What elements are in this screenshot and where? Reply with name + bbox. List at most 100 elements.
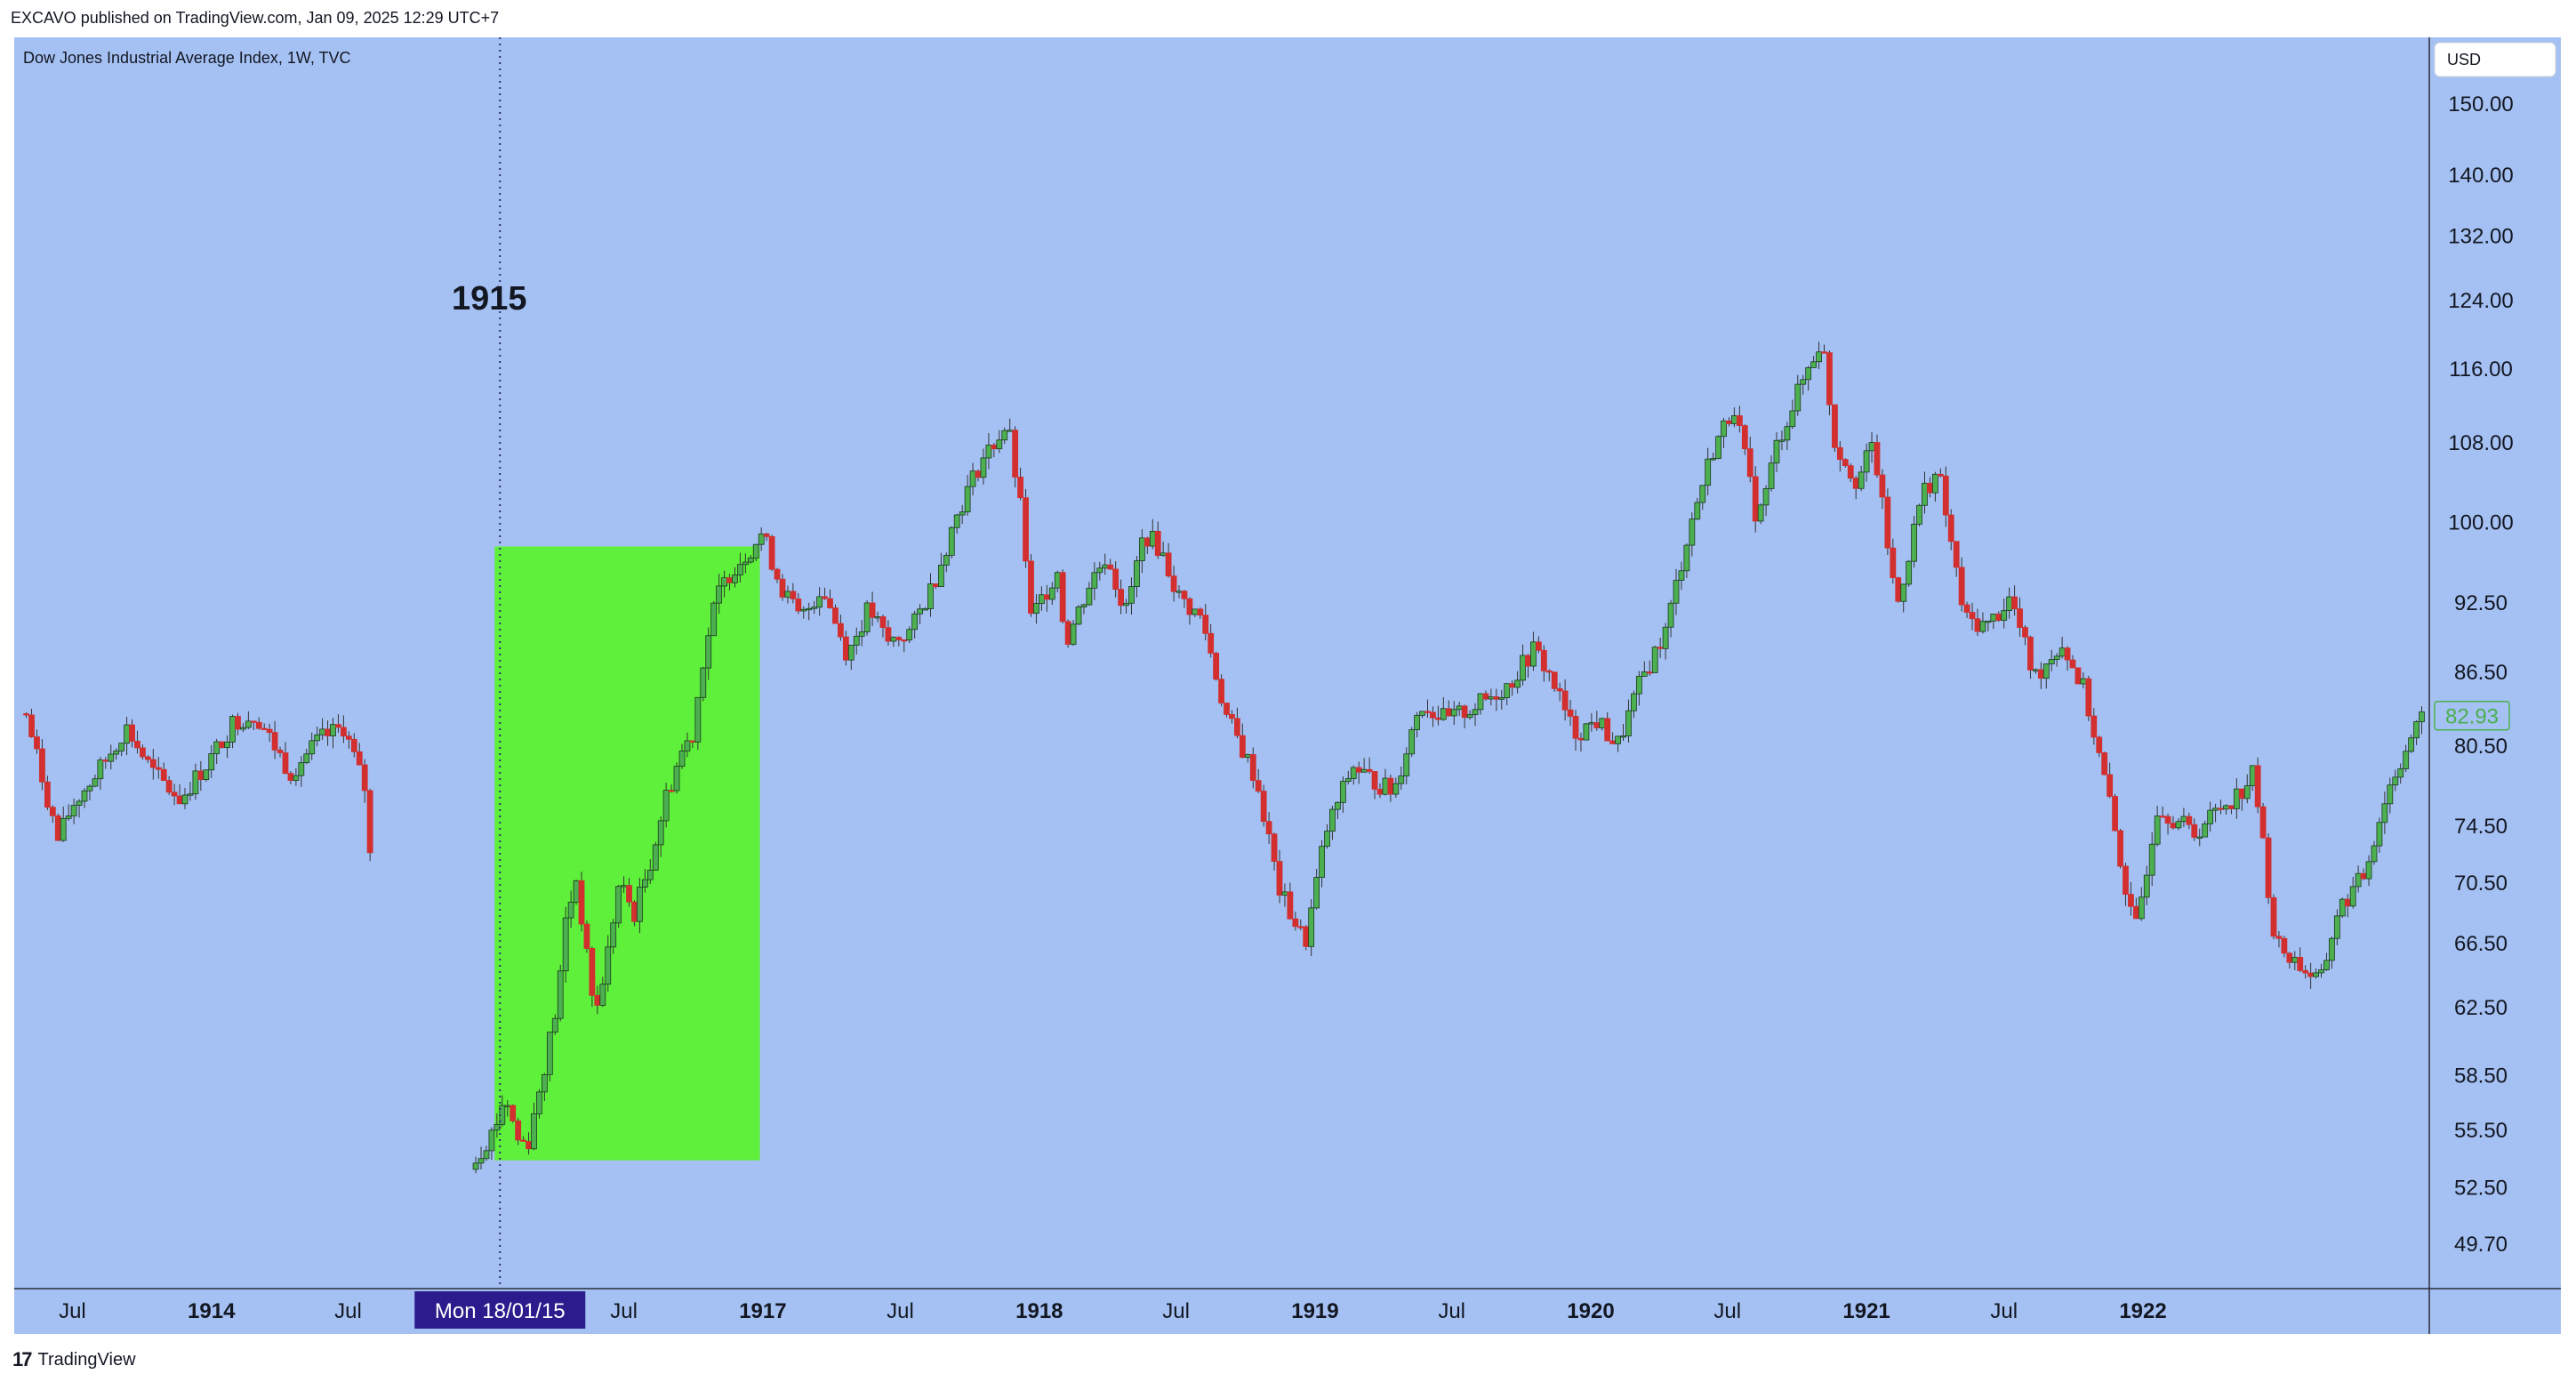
tradingview-logo[interactable]: 17 TradingView <box>12 1348 136 1371</box>
candle-body <box>86 785 93 791</box>
price-tick-label: 108.00 <box>2448 431 2513 455</box>
time-tick-label: Jul <box>1162 1299 1190 1323</box>
candle-body <box>1472 709 1479 715</box>
candle-body <box>1038 594 1045 604</box>
candle-body <box>816 596 823 608</box>
candle-body <box>2254 765 2261 808</box>
candle-body <box>895 637 903 640</box>
candle-body <box>991 445 998 450</box>
candle-body <box>1906 560 1913 585</box>
candle-body <box>504 1105 511 1107</box>
candle-body <box>969 470 976 487</box>
time-tick-label: 1917 <box>739 1299 786 1323</box>
price-axis-ticks: 49.70 52.50 55.50 58.50 62.50 66.50 70.50 74.50… <box>2448 92 2513 1257</box>
candles-group <box>23 341 2425 1174</box>
candle-body <box>271 732 278 751</box>
candle-body <box>531 1113 537 1150</box>
price-tick-label: 132.00 <box>2448 224 2513 248</box>
candle-body <box>890 637 897 642</box>
candle-body <box>1667 602 1674 628</box>
candle-body <box>2419 711 2425 722</box>
candle-body <box>2349 886 2356 907</box>
candle-body <box>1033 603 1039 615</box>
candle-body <box>1741 425 1748 450</box>
candle-body <box>1086 587 1093 606</box>
candle-body <box>2186 816 2193 825</box>
candle-body <box>1805 366 1812 381</box>
candle-body <box>1736 415 1743 426</box>
time-tick-label: Jul <box>1713 1299 1741 1323</box>
candle-body <box>472 1162 479 1170</box>
candle-body <box>689 740 696 743</box>
candle-body <box>303 753 310 764</box>
candle-body <box>2207 809 2214 824</box>
candle-body <box>2243 785 2251 799</box>
candle-body <box>795 599 802 612</box>
currency-button[interactable]: USD <box>2434 42 2556 77</box>
candle-body <box>2376 822 2383 847</box>
candle-body <box>1635 676 1642 695</box>
candle-body <box>1344 778 1352 783</box>
candle-body <box>2170 823 2177 829</box>
candle-body <box>1937 473 1944 477</box>
candle-body <box>1778 439 1786 442</box>
candle-body <box>2397 768 2404 778</box>
candle-body <box>488 1129 495 1152</box>
price-tick-label: 100.00 <box>2448 510 2513 534</box>
candle-body <box>2011 596 2018 610</box>
candle-body <box>102 759 109 762</box>
candle-body <box>1995 614 2002 621</box>
candle-body <box>314 734 321 742</box>
candle-body <box>1477 693 1484 711</box>
candle-body <box>2017 608 2023 629</box>
candle-body <box>621 885 627 888</box>
candle-body <box>589 948 596 996</box>
candle-body <box>1138 537 1145 561</box>
candle-body <box>1900 583 1907 602</box>
candle-body <box>1832 404 1838 448</box>
candle-body <box>309 740 316 755</box>
candle-body <box>2048 659 2055 664</box>
candle-body <box>118 743 125 751</box>
candle-body <box>1271 833 1278 862</box>
candle-body <box>2074 667 2082 685</box>
candle-body <box>2112 796 2118 832</box>
time-tick-label: Jul <box>887 1299 914 1323</box>
candle-body <box>2001 610 2008 621</box>
last-price-badge: 82.93 <box>2434 700 2510 731</box>
candle-body <box>1371 771 1378 790</box>
candle-body <box>2212 808 2219 811</box>
candle-body <box>520 1139 526 1142</box>
candle-body <box>325 728 331 736</box>
candle-body <box>187 793 194 796</box>
candle-body <box>39 748 45 783</box>
candle-body <box>1080 604 1087 607</box>
candle-body <box>2196 836 2203 839</box>
candle-body <box>599 984 606 1006</box>
candle-body <box>54 815 61 841</box>
candle-body <box>678 751 686 767</box>
candle-body <box>1958 566 1965 606</box>
candle-body <box>953 514 960 528</box>
candle-body <box>298 762 305 776</box>
candle-body <box>1620 735 1626 738</box>
candle-body <box>34 736 40 750</box>
price-tick-label: 116.00 <box>2449 358 2513 382</box>
candle-body <box>2355 872 2362 888</box>
candle-body <box>2323 960 2330 970</box>
candle-body <box>964 486 971 513</box>
candle-body <box>1229 714 1235 719</box>
time-axis-background <box>14 1289 2561 1334</box>
candle-body <box>853 635 860 646</box>
crosshair-date-label: Mon 18/01/15 <box>435 1299 566 1323</box>
candle-body <box>1260 791 1267 823</box>
candle-body <box>1461 705 1468 719</box>
candle-body <box>1007 430 1014 432</box>
candle-body <box>2233 788 2240 809</box>
candle-body <box>2223 805 2229 810</box>
candle-body <box>1048 587 1055 600</box>
candle-body <box>1625 710 1632 736</box>
candle-body <box>1303 926 1310 947</box>
candle-body <box>752 543 759 558</box>
